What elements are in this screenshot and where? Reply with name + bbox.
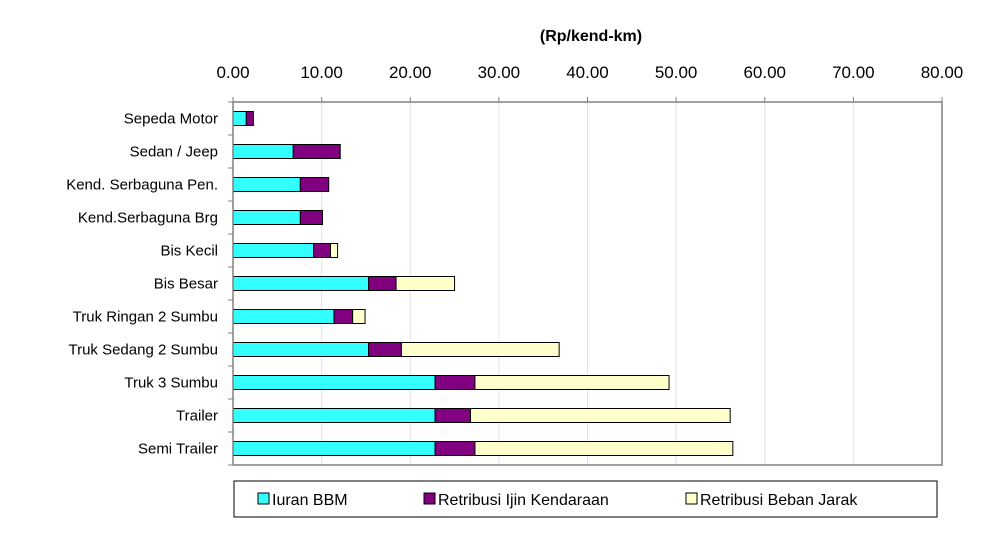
bar-segment [313, 243, 331, 258]
bar-segment [434, 375, 476, 390]
plot-frame [232, 101, 943, 466]
bar-segment [232, 375, 436, 390]
x-tick-label: 20.00 [389, 63, 432, 82]
bar-segment [400, 342, 560, 357]
legend-label: Retribusi Ijin Kendaraan [438, 492, 609, 509]
x-tick-label: 40.00 [566, 63, 609, 82]
x-tick-label: 50.00 [655, 63, 698, 82]
bar-segment [434, 408, 472, 423]
x-tick-label: 80.00 [921, 63, 964, 82]
bar-segment [292, 144, 341, 159]
bar-segment [232, 441, 436, 456]
x-tick-label: 10.00 [300, 63, 343, 82]
bar-segment [474, 375, 670, 390]
category-label: Truk Ringan 2 Sumbu [73, 309, 218, 326]
x-tick-label: 30.00 [478, 63, 521, 82]
bar-segment [352, 309, 366, 324]
bar-segment [232, 144, 294, 159]
category-label: Kend.Serbaguna Brg [78, 210, 218, 227]
bar-segment [474, 441, 734, 456]
category-label: Bis Besar [154, 276, 218, 293]
bar-segment [232, 408, 436, 423]
legend: Iuran BBM Retribusi Ijin Kendaraan Retribu… [233, 480, 938, 518]
bars [232, 111, 734, 456]
legend-swatch [257, 492, 270, 505]
bar-segment [232, 276, 370, 291]
bar-segment [232, 309, 335, 324]
gridlines [321, 102, 854, 465]
category-label: Bis Kecil [160, 243, 218, 260]
legend-box [233, 480, 938, 518]
bar-segment [395, 276, 456, 291]
category-label: Kend. Serbaguna Pen. [66, 177, 218, 194]
category-label: Semi Trailer [138, 441, 218, 458]
bar-segment [299, 177, 330, 192]
bar-segment [333, 309, 354, 324]
category-label: Sepeda Motor [124, 111, 218, 128]
category-label: Sedan / Jeep [130, 144, 218, 161]
bar-segment [232, 177, 301, 192]
bar-segment [329, 243, 339, 258]
bar-segment [470, 408, 731, 423]
category-labels: Sepeda Motor Sedan / Jeep Kend. Serbaguna … [66, 111, 218, 458]
bar-segment [299, 210, 324, 225]
x-tick-label: 70.00 [832, 63, 875, 82]
bar-segment [232, 210, 301, 225]
bar-segment [368, 342, 402, 357]
bar-segment [434, 441, 476, 456]
x-axis-ticks: 0.00 10.00 20.00 30.00 40.00 50.00 60.00 70.00 8… [216, 63, 963, 102]
x-tick-label: 0.00 [216, 63, 249, 82]
legend-swatch [423, 492, 436, 505]
bar-segment [232, 111, 247, 126]
x-tick-label: 60.00 [743, 63, 786, 82]
legend-label: Retribusi Beban Jarak [700, 492, 858, 509]
bar-segment [245, 111, 254, 126]
category-label: Truk Sedang 2 Sumbu [68, 342, 218, 359]
bar-segment [232, 243, 315, 258]
bar-segment [232, 342, 370, 357]
bar-segment [368, 276, 397, 291]
legend-label: Iuran BBM [272, 492, 348, 509]
category-label: Truk 3 Sumbu [124, 375, 218, 392]
unit-label: (Rp/kend-km) [540, 28, 642, 45]
y-axis-ticks [228, 101, 233, 466]
category-label: Trailer [176, 408, 218, 425]
legend-swatch [685, 492, 698, 505]
